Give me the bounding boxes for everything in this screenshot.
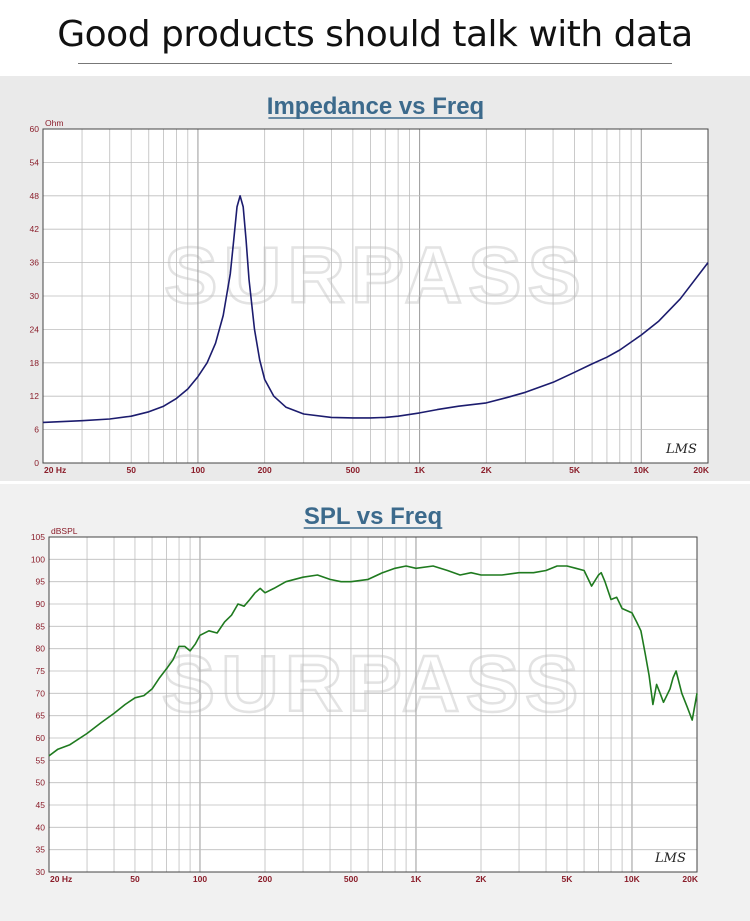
y-tick-label: 42 (30, 224, 40, 234)
y-tick-label: 12 (30, 391, 40, 401)
y-tick-label: 60 (30, 124, 40, 134)
y-tick-label: 95 (36, 577, 46, 587)
y-tick-label: 30 (36, 867, 46, 877)
x-tick-label: 500 (346, 465, 360, 475)
x-tick-label: 5K (569, 465, 581, 475)
impedance-chart-panel: SURPASS 60 54 48 42 36 30 24 18 12 6 0 Ohm 20 Hz 50 100… (0, 76, 750, 481)
y-tick-label: 90 (36, 599, 46, 609)
y-tick-label: 60 (36, 733, 46, 743)
headline-banner: Good products should talk with data (0, 0, 750, 66)
watermark-text: SURPASS (164, 231, 587, 320)
x-tick-label: 5K (562, 874, 574, 884)
y-tick-label: 24 (30, 324, 40, 334)
x-tick-label: 1K (414, 465, 426, 475)
x-tick-label: 500 (344, 874, 358, 884)
y-tick-label: 105 (31, 532, 45, 542)
y-tick-label: 18 (30, 358, 40, 368)
data-series-line (48, 565, 698, 757)
y-tick-label: 55 (36, 755, 46, 765)
x-tick-label: 2K (481, 465, 493, 475)
lms-signature: LMS (665, 442, 697, 457)
y-tick-label: 75 (36, 666, 46, 676)
watermark-text: SURPASS (162, 639, 585, 728)
lms-signature: LMS (654, 851, 686, 866)
plot-frame (42, 128, 709, 464)
y-tick-label: 36 (30, 258, 40, 268)
y-tick-label: 6 (34, 425, 39, 435)
x-tick-label: 200 (258, 465, 272, 475)
y-tick-label: 45 (36, 800, 46, 810)
x-tick-label: 100 (193, 874, 207, 884)
plot-frame (48, 536, 698, 873)
y-tick-label: 65 (36, 711, 46, 721)
data-series-line (42, 195, 709, 424)
x-tick-label: 20K (682, 874, 698, 884)
y-tick-label: 0 (34, 458, 39, 468)
x-tick-label: 50 (126, 465, 136, 475)
y-tick-label: 40 (36, 822, 46, 832)
x-tick-label: 2K (476, 874, 488, 884)
y-tick-label: 70 (36, 688, 46, 698)
y-tick-label: 54 (30, 157, 40, 167)
x-tick-label: 20K (693, 465, 709, 475)
chart-title: SPL vs Freq (304, 503, 442, 530)
y-tick-label: 50 (36, 778, 46, 788)
y-tick-label: 48 (30, 191, 40, 201)
page-headline: Good products should talk with data (57, 14, 693, 55)
y-axis-unit: dBSPL (51, 526, 78, 536)
x-tick-label: 200 (258, 874, 272, 884)
x-tick-label: 20 Hz (44, 465, 66, 475)
chart-title: Impedance vs Freq (267, 93, 484, 120)
spl-chart-panel: SURPASS 105 100 95 90 85 80 75 70 65 60 55 50 45 40 35 3… (0, 484, 750, 921)
grid-lines (42, 128, 709, 464)
x-tick-label: 1K (411, 874, 423, 884)
y-tick-label: 30 (30, 291, 40, 301)
y-tick-label: 85 (36, 621, 46, 631)
x-tick-label: 10K (624, 874, 640, 884)
spl-chart: SURPASS 105 100 95 90 85 80 75 70 65 60 55 50 45 40 35 3… (31, 503, 699, 884)
plot-area (49, 537, 697, 872)
x-tick-label: 20 Hz (50, 874, 72, 884)
x-tick-label: 10K (633, 465, 649, 475)
headline-underline (78, 63, 672, 64)
y-axis-unit: Ohm (45, 118, 63, 128)
y-tick-label: 100 (31, 554, 45, 564)
x-tick-label: 100 (191, 465, 205, 475)
x-tick-label: 50 (130, 874, 140, 884)
y-tick-label: 80 (36, 644, 46, 654)
y-tick-label: 35 (36, 845, 46, 855)
